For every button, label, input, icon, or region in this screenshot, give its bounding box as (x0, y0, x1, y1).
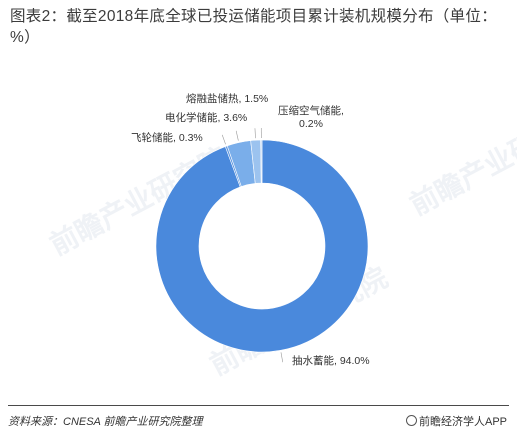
brand-logo-icon (405, 415, 417, 426)
data-label-1: 抽水蓄能, 94.0% (292, 355, 370, 367)
source-note: 资料来源：CNESA 前瞻产业研究院整理 (8, 416, 203, 428)
brand-mark: 前瞻经济学人APP (405, 413, 507, 429)
leader-line-3 (235, 130, 239, 141)
chart-title: 图表2：截至2018年底全球已投运储能项目累计装机规模分布（单位：%） (10, 8, 498, 46)
data-label-3: 电化学储能, 3.6% (165, 112, 248, 124)
data-label-2: 飞轮储能, 0.3% (131, 132, 203, 144)
data-label-4: 熔融盐储热, 1.5% (186, 93, 269, 105)
leader-line-4 (254, 128, 256, 139)
data-label-5-line-2: 0.2% (298, 118, 323, 130)
slice-5 (260, 139, 263, 184)
footer-divider (8, 405, 509, 406)
data-label-5-line-1: 压缩空气储能, (278, 105, 344, 117)
data-label-5: 压缩空气储能, 0.2% (278, 105, 344, 131)
leader-line-2 (221, 134, 226, 145)
leader-line-1 (280, 352, 284, 363)
brand-text: 前瞻经济学人APP (418, 416, 507, 428)
slice-1 (155, 139, 369, 353)
